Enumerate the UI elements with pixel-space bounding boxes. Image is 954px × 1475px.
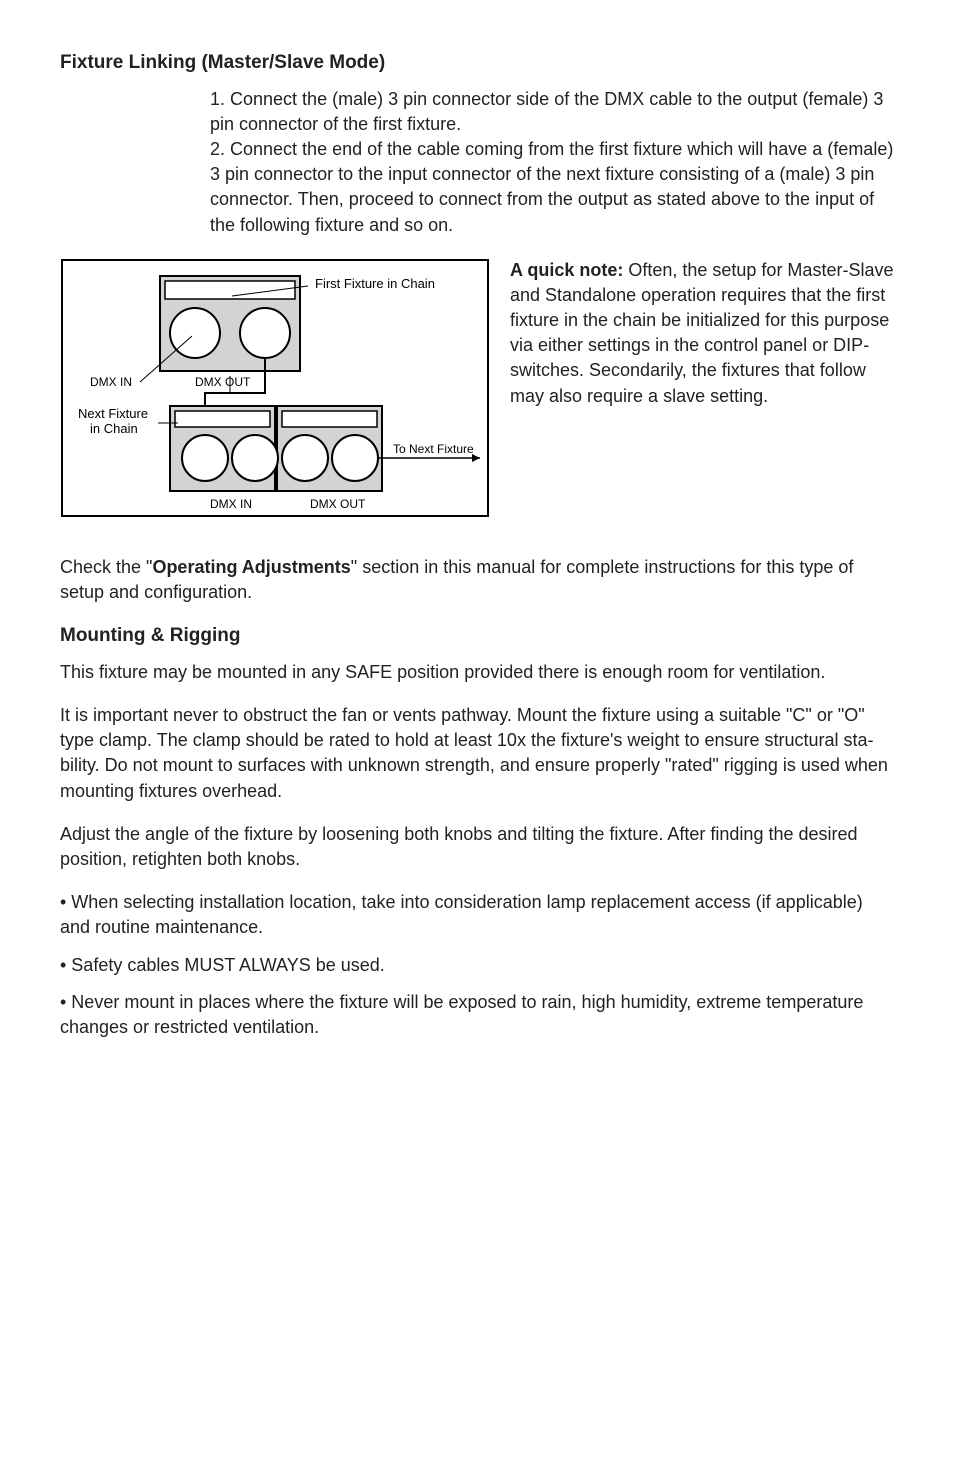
- fixture-chain-diagram: First Fixture in Chain DMX IN DMX OUT Ne…: [60, 258, 490, 525]
- diagram-note-row: First Fixture in Chain DMX IN DMX OUT Ne…: [60, 258, 894, 525]
- bullet-3: • Never mount in places where the fixtur…: [60, 990, 894, 1040]
- steps-block: 1. Connect the (male) 3 pin connector si…: [210, 87, 894, 238]
- quick-note-text: A quick note: Often, the setup for Maste…: [510, 258, 894, 409]
- mounting-p2: It is important never to obstruct the fa…: [60, 703, 894, 804]
- diagram-dmx-out-2: DMX OUT: [310, 497, 366, 511]
- heading-fixture-linking: Fixture Linking (Master/Slave Mode): [60, 50, 894, 77]
- check-pre: Check the ": [60, 557, 152, 577]
- diagram-dmx-in-1: DMX IN: [90, 375, 132, 389]
- check-paragraph: Check the "Operating Adjustments" sectio…: [60, 555, 894, 605]
- diagram-label-next-2: in Chain: [90, 421, 138, 436]
- diagram-dmx-out-1: DMX OUT: [195, 375, 251, 389]
- mounting-p1: This fixture may be mounted in any SAFE …: [60, 660, 894, 685]
- step-1: 1. Connect the (male) 3 pin connector si…: [210, 87, 894, 137]
- diagram-label-first: First Fixture in Chain: [315, 276, 435, 291]
- diagram-label-tonext: To Next Fixture: [393, 442, 474, 456]
- quick-note-bold: A quick note:: [510, 260, 623, 280]
- bullet-1: • When selecting installation location, …: [60, 890, 894, 940]
- mounting-p3: Adjust the angle of the fixture by loose…: [60, 822, 894, 872]
- diagram-dmx-in-2: DMX IN: [210, 497, 252, 511]
- bullet-2: • Safety cables MUST ALWAYS be used.: [60, 953, 894, 978]
- diagram-label-next-1: Next Fixture: [78, 406, 148, 421]
- check-bold: Operating Adjustments: [152, 557, 350, 577]
- step-2: 2. Connect the end of the cable coming f…: [210, 137, 894, 238]
- heading-mounting: Mounting & Rigging: [60, 623, 894, 650]
- quick-note-body: Often, the setup for Master-Slave and St…: [510, 260, 893, 406]
